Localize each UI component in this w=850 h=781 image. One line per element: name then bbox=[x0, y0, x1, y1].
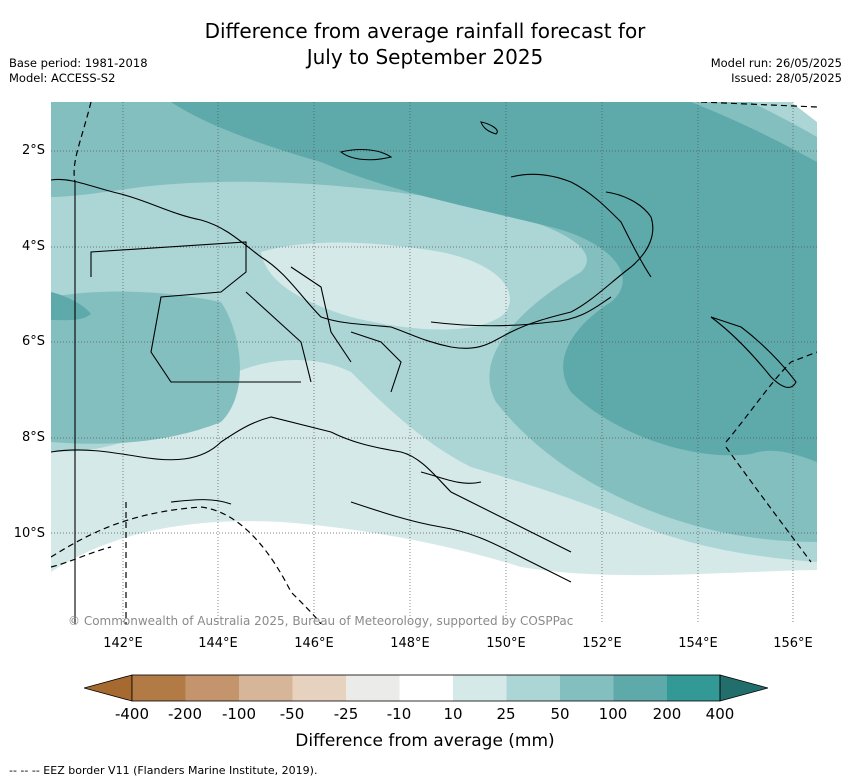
lon-label-152e: 152°E bbox=[582, 636, 622, 651]
colorbar-tick: -25 bbox=[333, 705, 359, 723]
lon-label-146e: 146°E bbox=[294, 636, 334, 651]
band-100-200 bbox=[171, 102, 817, 462]
colorbar-segment bbox=[346, 675, 400, 701]
colorbar-segment bbox=[506, 675, 560, 701]
lat-label-4s: 4°S bbox=[21, 239, 45, 254]
colorbar bbox=[84, 674, 768, 702]
model-run-date: Model run: 26/05/2025 bbox=[710, 56, 842, 70]
new-guinea-north-coast bbox=[51, 178, 572, 349]
colorbar-tick: -100 bbox=[221, 705, 257, 723]
lon-label-144e: 144°E bbox=[198, 636, 238, 651]
lon-label-156e: 156°E bbox=[773, 636, 813, 651]
eez-borders bbox=[51, 102, 817, 624]
eez-footnote: -- -- -- EEZ border V11 (Flanders Marine… bbox=[9, 764, 318, 777]
copyright-notice: © Commonwealth of Australia 2025, Bureau… bbox=[68, 614, 574, 628]
colorbar-segment bbox=[292, 675, 346, 701]
colorbar-segment bbox=[399, 675, 453, 701]
colorbar-segment bbox=[239, 675, 293, 701]
run-info: Model run: 26/05/2025 Issued: 28/05/2025 bbox=[711, 56, 842, 86]
band-100-200-west bbox=[51, 292, 91, 321]
lat-label-2s: 2°S bbox=[21, 143, 45, 158]
colorbar-segment bbox=[667, 675, 720, 701]
model-info: Base period: 1981-2018 Model: ACCESS-S2 bbox=[9, 56, 148, 86]
title-line-2: July to September 2025 bbox=[306, 45, 544, 69]
coastlines bbox=[51, 121, 797, 624]
lat-label-6s: 6°S bbox=[21, 334, 45, 349]
band-neutral-south bbox=[51, 521, 817, 624]
colorbar-segment bbox=[453, 675, 507, 701]
colorbar-tick: -50 bbox=[279, 705, 305, 723]
lon-label-148e: 148°E bbox=[390, 636, 430, 651]
colorbar-segment bbox=[613, 675, 667, 701]
colorbar-tick: 25 bbox=[496, 705, 516, 723]
colorbar-tick: 100 bbox=[598, 705, 628, 723]
new-britain-coast bbox=[570, 191, 654, 313]
lon-label-154e: 154°E bbox=[678, 636, 718, 651]
band-50-100-west bbox=[51, 291, 240, 444]
graticule bbox=[51, 102, 817, 624]
colorbar-tick: 50 bbox=[550, 705, 570, 723]
new-guinea-south-coast bbox=[51, 416, 572, 553]
lon-label-142e: 142°E bbox=[103, 636, 143, 651]
map-area bbox=[51, 102, 817, 624]
map-title: Difference from average rainfall forecas… bbox=[0, 18, 850, 70]
colorbar-label: Difference from average (mm) bbox=[295, 731, 555, 751]
lon-label-150e: 150°E bbox=[486, 636, 526, 651]
colorbar-arrow-high bbox=[719, 674, 768, 702]
colorbar-tick: 400 bbox=[705, 705, 735, 723]
colorbar-tick: -400 bbox=[114, 705, 150, 723]
band-10-25-inland bbox=[261, 242, 510, 330]
colorbar-tick: -200 bbox=[167, 705, 203, 723]
title-line-1: Difference from average rainfall forecas… bbox=[204, 19, 646, 43]
base-period: Base period: 1981-2018 bbox=[9, 56, 148, 70]
colorbar-segment bbox=[185, 675, 239, 701]
bougainville-coast bbox=[710, 316, 797, 388]
colorbar-tick: -10 bbox=[386, 705, 412, 723]
issued-date: Issued: 28/05/2025 bbox=[731, 71, 842, 85]
colorbar-tick: 10 bbox=[443, 705, 463, 723]
colorbar-segment bbox=[132, 675, 186, 701]
colorbar-arrow-low bbox=[84, 674, 133, 702]
colorbar-tick: 200 bbox=[652, 705, 682, 723]
lat-label-10s: 10°S bbox=[13, 526, 45, 541]
new-ireland-coast bbox=[510, 173, 652, 278]
colorbar-segment bbox=[560, 675, 614, 701]
province-borders bbox=[90, 241, 301, 383]
lat-label-8s: 8°S bbox=[21, 430, 45, 445]
model-name: Model: ACCESS-S2 bbox=[9, 71, 116, 85]
rainfall-map bbox=[51, 102, 817, 624]
